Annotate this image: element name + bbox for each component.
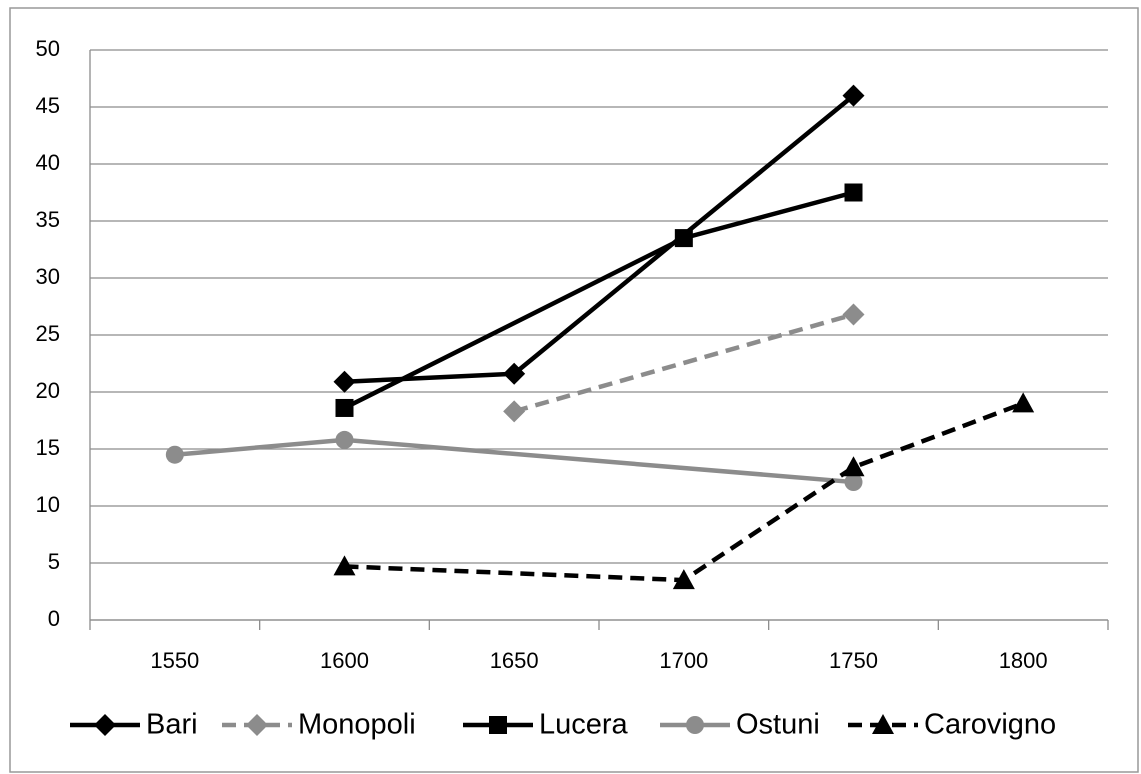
legend-label: Carovigno — [924, 709, 1056, 741]
marker — [333, 555, 356, 576]
marker — [672, 569, 695, 590]
series-line — [344, 93, 855, 384]
legend-marker — [489, 716, 507, 734]
y-tick-label: 45 — [36, 93, 60, 118]
y-tick-label: 15 — [36, 435, 60, 460]
marker — [1012, 392, 1035, 413]
marker — [842, 84, 865, 107]
y-tick-label: 40 — [36, 150, 60, 175]
legend-marker — [94, 714, 116, 736]
marker — [674, 229, 693, 248]
marker — [842, 303, 865, 326]
marker — [333, 370, 356, 393]
legend-marker — [686, 716, 704, 734]
y-tick-label: 50 — [36, 36, 60, 61]
y-tick-label: 25 — [36, 321, 60, 346]
legend-label: Lucera — [539, 709, 629, 741]
marker — [165, 445, 184, 464]
x-tick-label: 1750 — [829, 648, 878, 673]
legend-label: Ostuni — [736, 709, 820, 741]
marker — [503, 400, 526, 423]
legend-marker — [246, 714, 268, 736]
marker — [844, 183, 863, 202]
x-tick-label: 1650 — [490, 648, 539, 673]
y-tick-label: 30 — [36, 264, 60, 289]
series-line — [344, 401, 1024, 583]
legend-label: Bari — [146, 709, 198, 741]
x-tick-label: 1700 — [659, 648, 708, 673]
marker — [842, 456, 865, 477]
legend-marker — [872, 714, 894, 734]
marker — [844, 473, 863, 492]
marker — [335, 398, 354, 417]
y-tick-label: 0 — [48, 606, 60, 631]
y-tick-label: 35 — [36, 207, 60, 232]
y-tick-label: 10 — [36, 492, 60, 517]
marker — [335, 430, 354, 449]
x-tick-label: 1550 — [150, 648, 199, 673]
marker — [503, 362, 526, 385]
y-tick-label: 5 — [48, 549, 60, 574]
legend-label: Monopoli — [298, 709, 416, 741]
series-line — [513, 312, 855, 414]
y-tick-label: 20 — [36, 378, 60, 403]
series-line — [343, 190, 855, 410]
x-tick-label: 1800 — [999, 648, 1048, 673]
series-line — [174, 437, 854, 485]
x-tick-label: 1600 — [320, 648, 369, 673]
chart-border — [9, 7, 1139, 773]
